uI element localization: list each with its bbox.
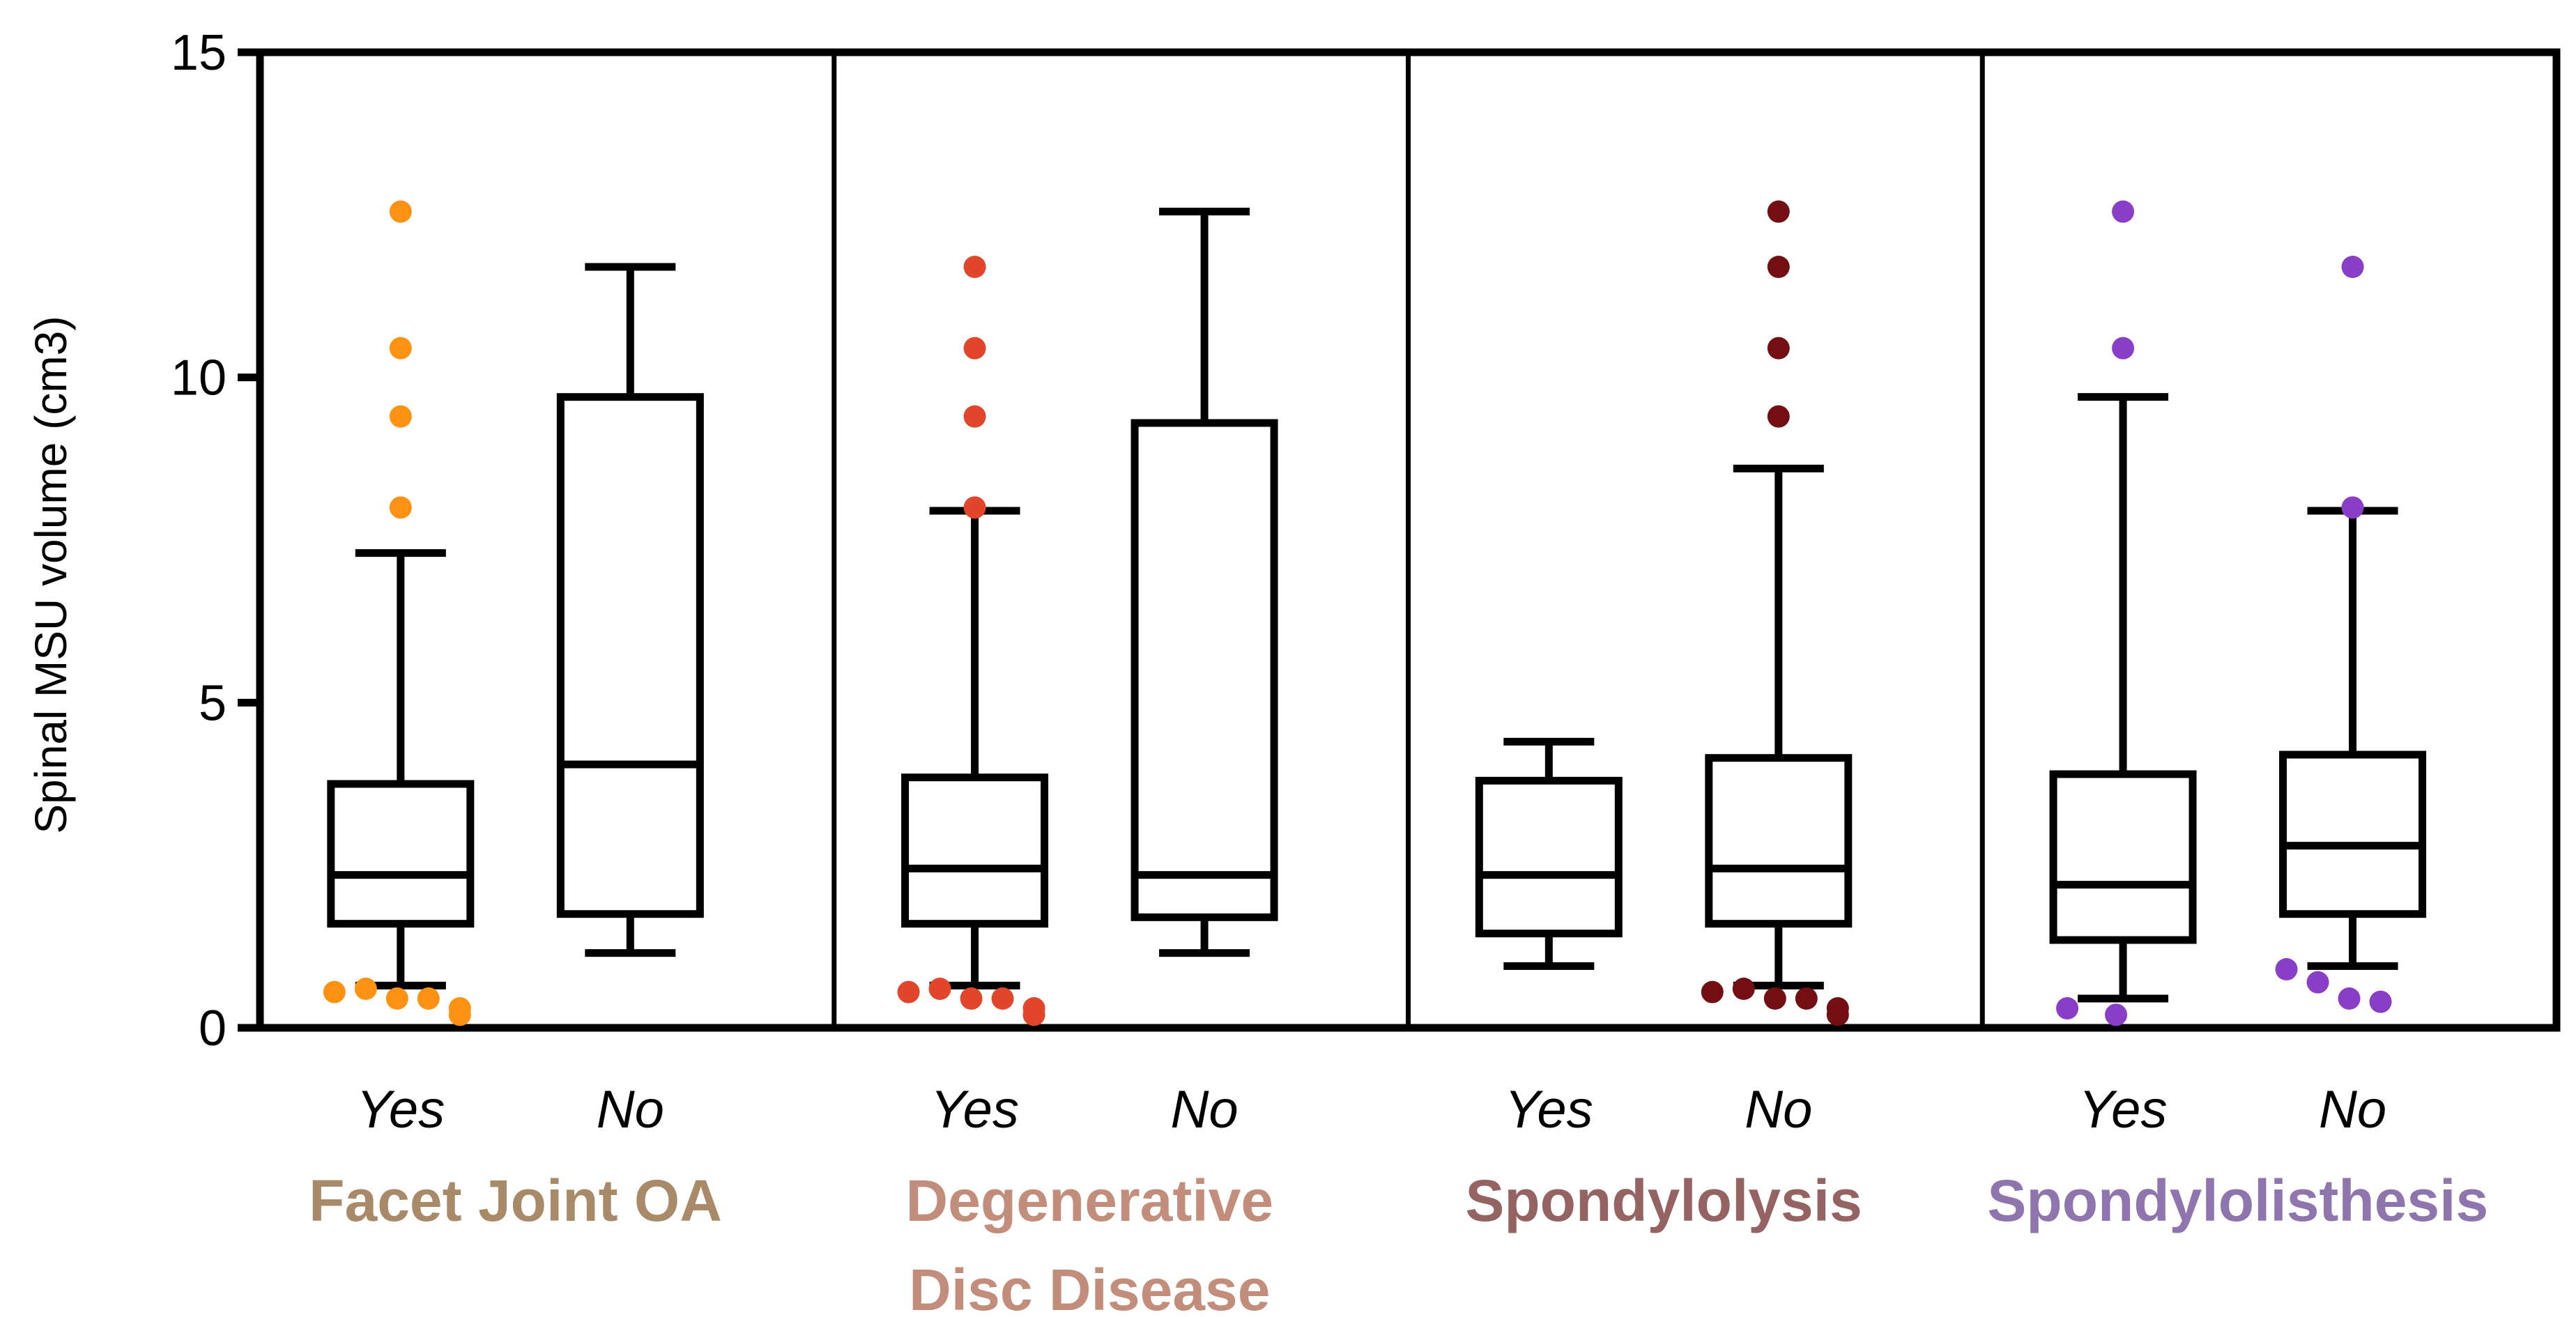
outlier-point — [354, 978, 377, 1000]
outlier-point — [2112, 200, 2135, 223]
outlier-point — [2105, 1003, 2128, 1026]
outlier-point — [1767, 256, 1790, 278]
y-tick-label: 10 — [171, 351, 227, 406]
outlier-point — [448, 1003, 471, 1026]
outlier-point — [1022, 1003, 1045, 1026]
y-tick-label: 5 — [199, 675, 227, 731]
box-iqr — [556, 393, 704, 918]
outlier-point — [960, 987, 983, 1010]
outlier-point — [2112, 337, 2135, 360]
y-tick-label: 15 — [171, 25, 227, 81]
box-iqr — [1475, 776, 1623, 938]
outlier-point — [963, 496, 986, 519]
outlier-point — [2369, 990, 2392, 1013]
category-label-spondylolisthesis: Spondylolisthesis — [1987, 1168, 2488, 1233]
category-label-facet-joint-oa: Facet Joint OA — [309, 1168, 722, 1233]
outlier-point — [963, 337, 986, 360]
category-label-degenerative-disc-disease: Degenerative — [906, 1168, 1274, 1233]
outlier-point — [1795, 987, 1818, 1010]
outlier-point — [1732, 978, 1755, 1000]
outlier-point — [1767, 200, 1790, 223]
outlier-point — [323, 980, 346, 1003]
box-iqr — [901, 773, 1049, 928]
outlier-point — [963, 256, 986, 278]
outlier-point — [991, 987, 1014, 1010]
outlier-point — [389, 200, 412, 223]
group-label-yes: Yes — [1505, 1080, 1593, 1139]
box-iqr — [1130, 419, 1278, 921]
outlier-point — [417, 987, 440, 1010]
outlier-point — [1767, 337, 1790, 360]
outlier-point — [389, 496, 412, 519]
box-iqr — [327, 780, 475, 928]
outlier-point — [1767, 405, 1790, 428]
box-iqr — [1705, 754, 1853, 928]
outlier-point — [389, 337, 412, 360]
outlier-point — [1763, 987, 1786, 1010]
outlier-point — [2056, 997, 2079, 1019]
outlier-point — [928, 978, 951, 1000]
group-label-yes: Yes — [356, 1080, 445, 1139]
group-label-no: No — [2319, 1080, 2386, 1139]
outlier-point — [2306, 971, 2329, 994]
outlier-point — [963, 405, 986, 428]
category-label-degenerative-disc-disease: Disc Disease — [909, 1257, 1270, 1317]
group-label-yes: Yes — [930, 1080, 1019, 1139]
category-label-spondylolysis: Spondylolysis — [1465, 1168, 1862, 1233]
group-label-no: No — [597, 1080, 664, 1139]
outlier-point — [1826, 1003, 1849, 1026]
outlier-point — [2338, 987, 2361, 1010]
y-tick-label: 0 — [199, 1001, 227, 1056]
outlier-point — [389, 405, 412, 428]
box-iqr — [2049, 770, 2197, 944]
outlier-point — [2341, 256, 2364, 278]
group-label-no: No — [1745, 1080, 1812, 1139]
group-label-yes: Yes — [2079, 1080, 2168, 1139]
box-iqr — [2279, 750, 2427, 918]
outlier-point — [2275, 958, 2298, 980]
outlier-point — [1701, 980, 1724, 1003]
y-axis-label: Spinal MSU volume (cm3) — [26, 316, 76, 833]
outlier-point — [385, 987, 408, 1010]
group-label-no: No — [1170, 1080, 1238, 1139]
outlier-point — [2341, 496, 2364, 519]
outlier-point — [897, 980, 920, 1003]
